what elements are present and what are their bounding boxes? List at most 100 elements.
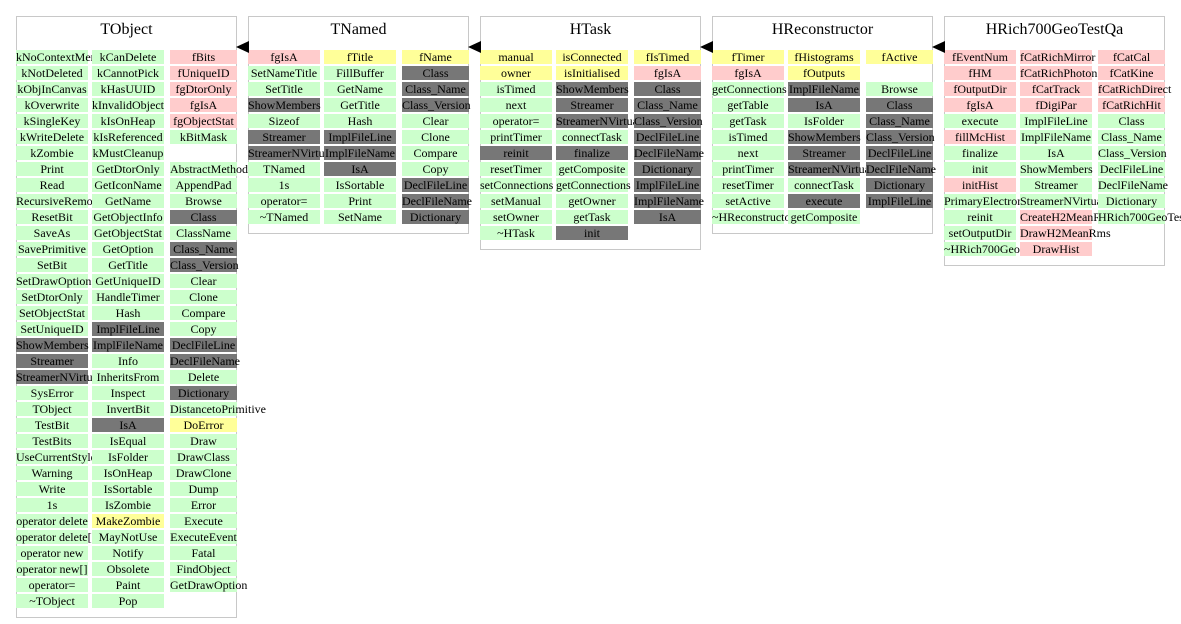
member-item: reinit: [944, 210, 1016, 224]
member-item: next: [712, 146, 784, 160]
class-title: HTask: [569, 21, 612, 38]
member-item: operator delete: [16, 514, 88, 528]
member-item: Write: [16, 482, 88, 496]
member-item: SavePrimitive: [16, 242, 88, 256]
class-title: HReconstructor: [771, 21, 874, 38]
member-item: fgIsA: [170, 98, 237, 112]
member-item: reinit: [480, 146, 552, 160]
member-item: Copy: [170, 322, 237, 336]
member-item: getOwner: [556, 194, 628, 208]
member-item: Print: [324, 194, 396, 208]
member-item: ImplFileLine: [324, 130, 396, 144]
member-item: SetTitle: [248, 82, 320, 96]
member-item: init: [556, 226, 628, 240]
member-item: ~HRich700GeoTestQa: [944, 242, 1054, 256]
member-item: getConnections: [556, 178, 631, 192]
member-item: connectTask: [788, 178, 860, 192]
member-item: operator=: [16, 578, 88, 592]
member-item: AbstractMethod: [170, 162, 248, 176]
member-item: ~HReconstructor: [712, 210, 795, 224]
member-item: fTitle: [324, 50, 396, 64]
member-item: GetTitle: [92, 258, 164, 272]
member-item: DeclFileLine: [634, 130, 701, 144]
member-item: init: [944, 162, 1016, 176]
member-item: ShowMembers: [556, 82, 629, 96]
member-item: PrimaryElectron: [944, 194, 1024, 208]
member-item: Clear: [402, 114, 469, 128]
member-item: execute: [944, 114, 1016, 128]
member-item: ClassName: [170, 226, 237, 240]
member-item: TNamed: [248, 162, 320, 176]
member-item: operator new: [16, 546, 88, 560]
member-item: DoError: [170, 418, 237, 432]
member-item: UseCurrentStyle: [16, 450, 96, 464]
member-item: Hash: [324, 114, 396, 128]
member-item: setManual: [480, 194, 552, 208]
member-item: GetDtorOnly: [92, 162, 164, 176]
member-item: Class_Name: [1098, 130, 1165, 144]
member-item: ImplFileName: [324, 146, 396, 160]
member-item: DrawClone: [170, 466, 237, 480]
member-item: [866, 66, 933, 80]
member-item: Streamer: [556, 98, 628, 112]
member-item: kCannotPick: [92, 66, 164, 80]
member-item: IsA: [788, 98, 860, 112]
member-item: fTimer: [712, 50, 784, 64]
member-item: RecursiveRemove: [16, 194, 104, 208]
member-item: Clone: [170, 290, 237, 304]
class-title: TNamed: [330, 21, 387, 38]
member-item: Dump: [170, 482, 237, 496]
member-item: setConnections: [480, 178, 554, 192]
member-item: 1s: [248, 178, 320, 192]
member-item: kNotDeleted: [16, 66, 88, 80]
member-item: kWriteDelete: [16, 130, 88, 144]
member-item: Class_Name: [866, 114, 933, 128]
member-item: ~HTask: [480, 226, 552, 240]
member-item: printTimer: [480, 130, 552, 144]
member-item: fHistograms: [788, 50, 860, 64]
member-item: fCatRichMirror: [1020, 50, 1096, 64]
member-item: Fatal: [170, 546, 237, 560]
member-item: GetDrawOption: [170, 578, 248, 592]
member-item: fOutputs: [788, 66, 860, 80]
member-item: ~TObject: [16, 594, 88, 608]
member-item: Browse: [170, 194, 237, 208]
member-item: getTable: [712, 98, 784, 112]
member-item: fDigiPar: [1020, 98, 1092, 112]
member-item: owner: [480, 66, 552, 80]
member-item: fIsTimed: [634, 50, 701, 64]
member-item: StreamerNVirtual: [16, 370, 102, 384]
member-item: Class: [1098, 114, 1165, 128]
member-item: fBits: [170, 50, 237, 64]
member-item: Error: [170, 498, 237, 512]
member-item: IsFolder: [788, 114, 860, 128]
member-item: fActive: [866, 50, 933, 64]
member-item: StreamerNVirtual: [556, 114, 642, 128]
member-item: Streamer: [248, 130, 320, 144]
member-item: Clone: [402, 130, 469, 144]
member-item: finalize: [944, 146, 1016, 160]
member-item: kObjInCanvas: [16, 82, 88, 96]
member-item: Paint: [92, 578, 164, 592]
member-item: Dictionary: [1098, 194, 1165, 208]
member-item: StreamerNVirtual: [788, 162, 874, 176]
member-item: IsA: [634, 210, 701, 224]
member-item: DistancetoPrimitive: [170, 402, 266, 416]
member-item: operator new[]: [16, 562, 88, 576]
member-item: ImplFileName: [92, 338, 164, 352]
member-item: SaveAs: [16, 226, 88, 240]
member-item: Class_Name: [634, 98, 701, 112]
member-item: fgDtorOnly: [170, 82, 237, 96]
member-item: getComposite: [788, 210, 860, 224]
member-item: getComposite: [556, 162, 628, 176]
member-item: Notify: [92, 546, 164, 560]
member-item: Streamer: [16, 354, 88, 368]
member-item: getTask: [712, 114, 784, 128]
member-item: Class: [402, 66, 469, 80]
member-item: DeclFileLine: [866, 146, 933, 160]
member-item: SetBit: [16, 258, 88, 272]
member-item: getTask: [556, 210, 628, 224]
member-item: Class_Version: [402, 98, 471, 112]
member-item: getConnections: [712, 82, 787, 96]
